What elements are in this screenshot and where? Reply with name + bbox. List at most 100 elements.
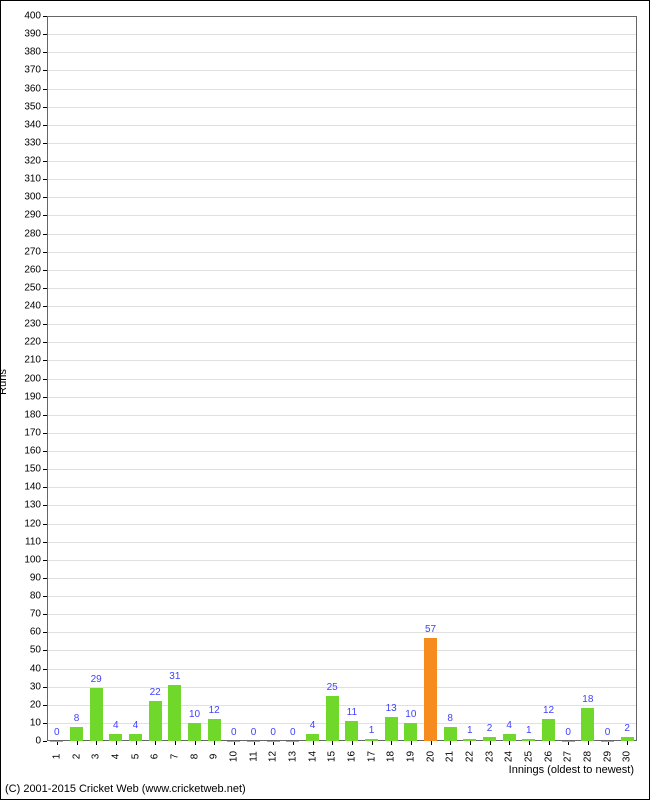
bar-value-label: 0 <box>565 727 571 738</box>
bar <box>522 739 535 741</box>
ytick-label: 50 <box>11 645 41 656</box>
gridline <box>48 270 636 271</box>
bar <box>208 719 221 741</box>
xtick-mark <box>254 741 255 745</box>
xtick-mark <box>195 741 196 745</box>
bar <box>90 688 103 741</box>
ytick-label: 20 <box>11 699 41 710</box>
bar <box>385 717 398 741</box>
bar-value-label: 4 <box>113 720 119 731</box>
xtick-mark <box>273 741 274 745</box>
gridline <box>48 52 636 53</box>
xtick-mark <box>509 741 510 745</box>
bar-value-label: 1 <box>369 725 375 736</box>
xtick-mark <box>391 741 392 745</box>
bar <box>562 741 575 742</box>
bar <box>188 723 201 741</box>
ytick-label: 10 <box>11 717 41 728</box>
ytick-label: 210 <box>11 355 41 366</box>
xtick-label: 21 <box>445 747 456 767</box>
xtick-mark <box>529 741 530 745</box>
gridline <box>48 306 636 307</box>
xtick-mark <box>96 741 97 745</box>
gridline <box>48 614 636 615</box>
gridline <box>48 379 636 380</box>
bar-value-label: 0 <box>270 727 276 738</box>
bar-value-label: 0 <box>231 727 237 738</box>
ytick-mark <box>43 215 47 216</box>
ytick-mark <box>43 596 47 597</box>
xtick-mark <box>431 741 432 745</box>
gridline <box>48 687 636 688</box>
xtick-mark <box>57 741 58 745</box>
gridline <box>48 578 636 579</box>
ytick-mark <box>43 306 47 307</box>
ytick-label: 120 <box>11 518 41 529</box>
ytick-mark <box>43 379 47 380</box>
ytick-label: 140 <box>11 482 41 493</box>
ytick-label: 0 <box>11 736 41 747</box>
ytick-label: 280 <box>11 228 41 239</box>
gridline <box>48 397 636 398</box>
ytick-mark <box>43 705 47 706</box>
xtick-mark <box>332 741 333 745</box>
ytick-mark <box>43 433 47 434</box>
bar-value-label: 1 <box>467 725 473 736</box>
bar-value-label: 11 <box>347 707 357 718</box>
ytick-mark <box>43 650 47 651</box>
xtick-mark <box>627 741 628 745</box>
ytick-mark <box>43 560 47 561</box>
ytick-label: 380 <box>11 47 41 58</box>
ytick-mark <box>43 578 47 579</box>
bar-value-label: 10 <box>405 709 416 720</box>
xtick-label: 20 <box>425 747 436 767</box>
ytick-label: 110 <box>11 536 41 547</box>
y-axis-label: Runs <box>0 369 9 395</box>
xtick-label: 3 <box>91 747 102 767</box>
xtick-label: 19 <box>405 747 416 767</box>
xtick-mark <box>411 741 412 745</box>
ytick-label: 100 <box>11 554 41 565</box>
ytick-mark <box>43 107 47 108</box>
ytick-mark <box>43 125 47 126</box>
xtick-label: 2 <box>71 747 82 767</box>
ytick-label: 40 <box>11 663 41 674</box>
ytick-mark <box>43 415 47 416</box>
ytick-label: 260 <box>11 264 41 275</box>
ytick-mark <box>43 542 47 543</box>
xtick-mark <box>549 741 550 745</box>
xtick-mark <box>234 741 235 745</box>
xtick-mark <box>490 741 491 745</box>
ytick-label: 180 <box>11 409 41 420</box>
xtick-mark <box>313 741 314 745</box>
bar <box>601 741 614 742</box>
ytick-label: 70 <box>11 609 41 620</box>
xtick-label: 8 <box>189 747 200 767</box>
bar <box>345 721 358 741</box>
ytick-label: 90 <box>11 572 41 583</box>
bar <box>463 739 476 741</box>
gridline <box>48 197 636 198</box>
xtick-label: 1 <box>51 747 62 767</box>
ytick-label: 200 <box>11 373 41 384</box>
bar <box>286 741 299 742</box>
xtick-mark <box>608 741 609 745</box>
ytick-label: 150 <box>11 464 41 475</box>
xtick-label: 23 <box>484 747 495 767</box>
gridline <box>48 650 636 651</box>
gridline <box>48 125 636 126</box>
ytick-label: 60 <box>11 627 41 638</box>
bar-value-label: 0 <box>54 727 60 738</box>
ytick-mark <box>43 397 47 398</box>
xtick-label: 17 <box>366 747 377 767</box>
gridline <box>48 89 636 90</box>
xtick-mark <box>588 741 589 745</box>
ytick-mark <box>43 741 47 742</box>
bar-value-label: 29 <box>91 674 102 685</box>
bar <box>326 696 339 741</box>
xtick-label: 12 <box>268 747 279 767</box>
xtick-label: 14 <box>307 747 318 767</box>
ytick-mark <box>43 505 47 506</box>
footer-text: (C) 2001-2015 Cricket Web (www.cricketwe… <box>5 783 246 795</box>
bar-value-label: 4 <box>506 720 512 731</box>
